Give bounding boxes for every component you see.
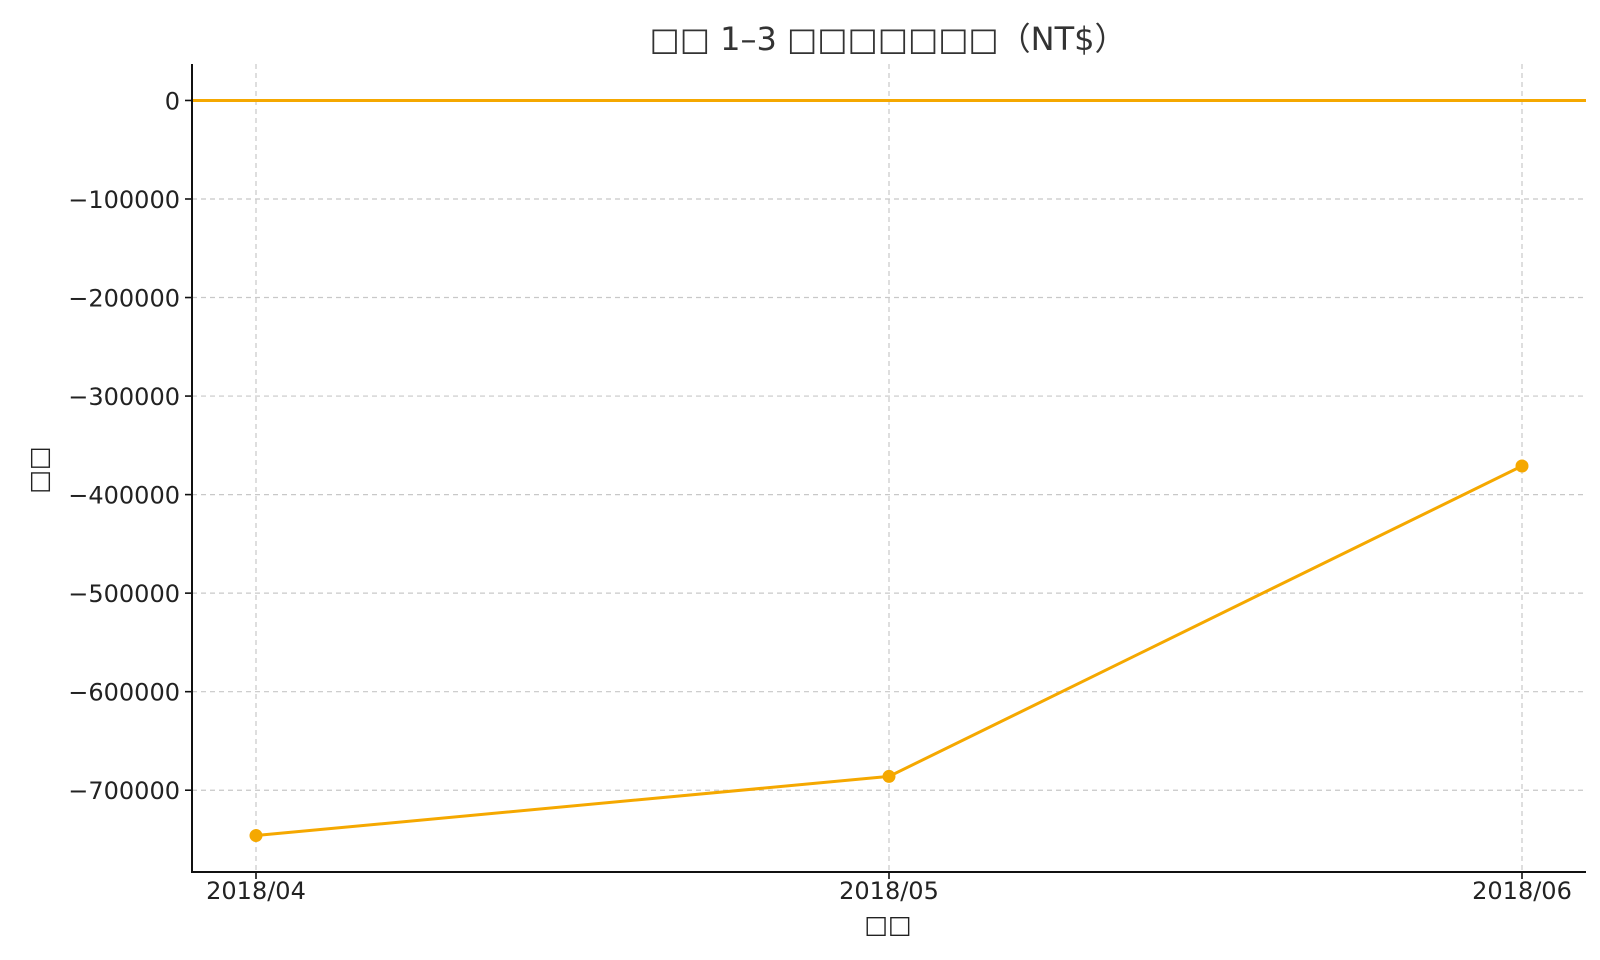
- y-tick-label: −300000: [68, 383, 180, 411]
- x-axis-title: □□: [864, 910, 911, 939]
- x-axis-ticks: 2018/04 2018/05 2018/06: [206, 872, 1572, 905]
- y-axis-title: □□: [24, 446, 53, 493]
- series-layer: [249, 459, 1529, 843]
- x-tick-label: 2018/05: [839, 877, 939, 905]
- data-point: [1515, 459, 1529, 473]
- grid: [192, 64, 1586, 872]
- chart-title: □□ 1–3 □□□□□□□（NT$）: [649, 20, 1126, 58]
- y-tick-label: −600000: [68, 679, 180, 707]
- y-tick-label: −500000: [68, 580, 180, 608]
- y-tick-label: −200000: [68, 285, 180, 313]
- data-point: [882, 769, 896, 783]
- y-axis-ticks: 0 −100000 −200000 −300000 −400000 −500000 −600…: [68, 87, 192, 805]
- x-tick-label: 2018/06: [1472, 877, 1572, 905]
- y-tick-label: −100000: [68, 186, 180, 214]
- y-tick-label: 0: [165, 87, 180, 115]
- y-tick-label: −400000: [68, 482, 180, 510]
- data-point: [249, 829, 263, 843]
- x-tick-label: 2018/04: [206, 877, 306, 905]
- y-tick-label: −700000: [68, 777, 180, 805]
